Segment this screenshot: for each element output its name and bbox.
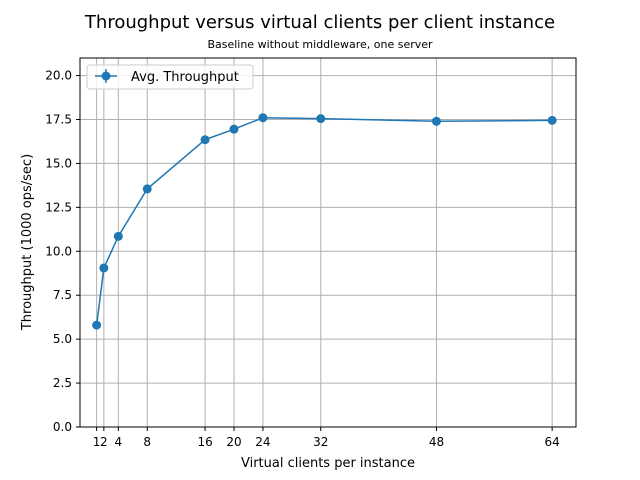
data-point xyxy=(99,263,109,273)
x-tick-label: 4 xyxy=(115,435,123,449)
y-axis-label: Throughput (1000 ops/sec) xyxy=(20,154,35,331)
series-line xyxy=(95,116,553,326)
data-point xyxy=(258,113,268,123)
y-tick-label: 0.0 xyxy=(53,420,72,434)
legend: Avg. Throughput xyxy=(86,64,254,90)
legend-label: Avg. Throughput xyxy=(131,70,239,85)
x-tick-label: 8 xyxy=(143,435,151,449)
data-point xyxy=(142,184,152,194)
legend-marker xyxy=(101,71,111,81)
grid xyxy=(80,58,576,428)
y-tick-label: 10.0 xyxy=(45,244,72,258)
plot-frame xyxy=(79,57,577,428)
x-tick-label: 64 xyxy=(544,435,559,449)
x-axis-label: Virtual clients per instance xyxy=(241,456,415,471)
x-ticks: 1 2 4 8 16 20 24 32 48 64 xyxy=(93,427,560,449)
x-tick-label: 16 xyxy=(197,435,212,449)
x-tick-label: 1 xyxy=(93,435,101,449)
x-tick-label: 24 xyxy=(255,435,270,449)
data-point xyxy=(431,116,441,126)
y-tick-label: 17.5 xyxy=(45,113,72,127)
x-tick-label: 20 xyxy=(226,435,241,449)
y-ticks: 0.0 2.5 5.0 7.5 10.0 12.5 15.0 17.5 20.0 xyxy=(45,69,80,434)
data-point xyxy=(92,320,102,330)
legend-box xyxy=(86,64,254,90)
y-tick-label: 12.5 xyxy=(45,200,72,214)
x-tick-label: 2 xyxy=(100,435,108,449)
data-point xyxy=(316,114,326,124)
data-point xyxy=(229,124,239,134)
y-tick-label: 15.0 xyxy=(45,156,72,170)
data-point xyxy=(547,115,557,125)
chart-title: Throughput versus virtual clients per cl… xyxy=(84,12,555,33)
y-tick-label: 2.5 xyxy=(53,376,72,390)
series-layer xyxy=(92,113,557,330)
data-point xyxy=(200,135,210,145)
y-tick-label: 20.0 xyxy=(45,69,72,83)
chart-subtitle: Baseline without middleware, one server xyxy=(207,38,433,51)
y-tick-label: 7.5 xyxy=(53,288,72,302)
y-tick-label: 5.0 xyxy=(53,332,72,346)
x-tick-label: 48 xyxy=(429,435,444,449)
data-point xyxy=(113,231,123,241)
x-tick-label: 32 xyxy=(313,435,328,449)
